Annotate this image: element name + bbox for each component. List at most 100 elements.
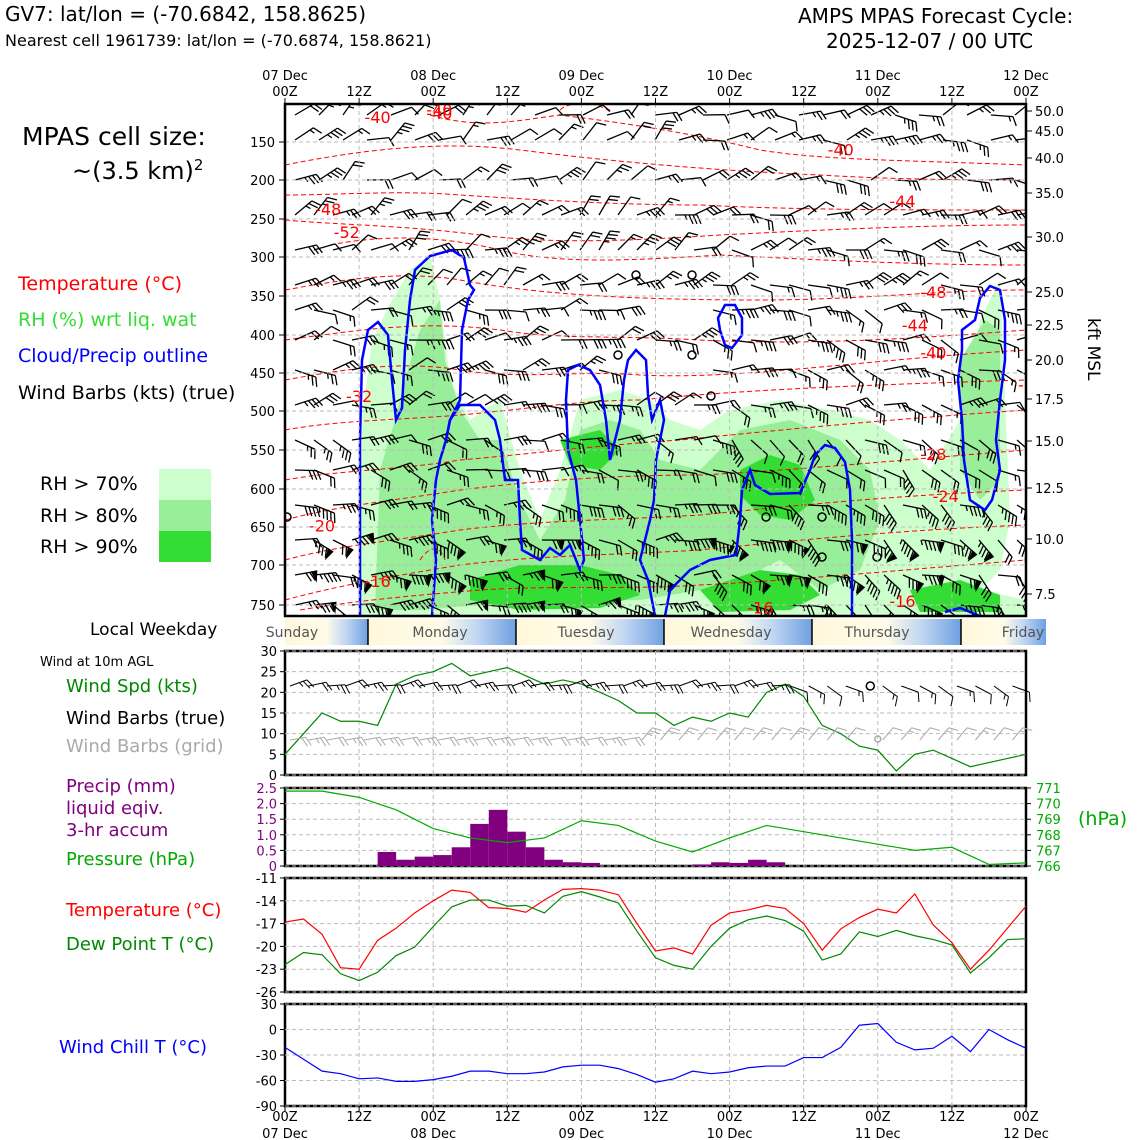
barb-feather xyxy=(700,539,707,549)
barb-feather xyxy=(726,727,736,731)
barb-feather xyxy=(708,538,715,549)
barb-feather xyxy=(521,371,526,381)
barb-half-feather xyxy=(348,106,355,109)
barb-half-feather xyxy=(603,240,610,243)
bottom-date-label: 08 Dec xyxy=(410,1127,456,1140)
barb-staff xyxy=(456,679,474,687)
barb-feather xyxy=(729,684,736,694)
barb-feather xyxy=(593,507,597,517)
barb-half-feather xyxy=(353,738,357,744)
barb-feather xyxy=(555,580,558,590)
barb-feather xyxy=(964,547,969,557)
barb-feather xyxy=(994,317,996,328)
barb-feather xyxy=(872,588,878,598)
barb-feather xyxy=(866,397,874,406)
barb-feather xyxy=(649,236,660,242)
pressure-tick-label: 150 xyxy=(250,136,275,151)
barb-feather xyxy=(940,116,945,127)
wind-barb xyxy=(978,339,1004,354)
wind-barb xyxy=(308,736,331,747)
barb-feather xyxy=(328,394,338,402)
barb-feather xyxy=(612,339,618,349)
barb-feather xyxy=(655,682,662,692)
wind-barb xyxy=(541,240,570,251)
barb-feather xyxy=(764,306,772,315)
wind-barb xyxy=(959,240,988,251)
wind-barb xyxy=(845,469,866,492)
barb-feather xyxy=(601,473,605,484)
barb-feather xyxy=(601,282,608,292)
barb-half-feather xyxy=(459,500,465,506)
barb-feather xyxy=(706,208,715,216)
barb-feather xyxy=(306,679,315,688)
wind-barb xyxy=(864,339,890,354)
barb-half-feather xyxy=(397,131,403,135)
precip-bar xyxy=(396,859,415,866)
barb-feather xyxy=(843,184,847,195)
barb-half-feather xyxy=(437,370,441,377)
barb-half-feather xyxy=(557,206,563,212)
barb-feather xyxy=(666,120,677,123)
wind-barb xyxy=(726,132,755,141)
barb-half-feather xyxy=(1031,272,1036,277)
barb-half-feather xyxy=(532,512,536,519)
barb-half-feather xyxy=(817,341,820,347)
wind-barb xyxy=(1016,332,1026,341)
barb-half-feather xyxy=(834,730,841,733)
bottom-hour-label: 00Z xyxy=(1013,1110,1039,1125)
barb-staff xyxy=(370,243,393,251)
barb-feather xyxy=(525,311,530,322)
barb-staff xyxy=(606,130,628,141)
barb-feather xyxy=(582,404,588,414)
barb-feather xyxy=(695,344,700,355)
barb-feather xyxy=(488,682,496,692)
barb-flag xyxy=(738,550,750,563)
weekday-strip: Sunday Monday Tuesday Wednesday Thursday Frid… xyxy=(266,619,1046,645)
barb-feather xyxy=(590,234,601,238)
wind-barb xyxy=(408,357,436,371)
barb-feather xyxy=(504,205,513,214)
barb-feather xyxy=(934,480,938,491)
barb-staff xyxy=(313,309,336,316)
barb-feather xyxy=(879,323,883,334)
barb-feather xyxy=(975,377,977,388)
barb-feather xyxy=(597,438,604,448)
wind-barb xyxy=(598,273,627,286)
barb-half-feather xyxy=(646,733,653,737)
barb-staff xyxy=(541,466,564,471)
barb-feather xyxy=(483,438,490,448)
barb-feather xyxy=(620,736,627,746)
barb-flag xyxy=(538,600,546,613)
wind-barb xyxy=(769,368,797,379)
barb-staff xyxy=(942,104,961,116)
barb-feather xyxy=(988,182,993,193)
wind-barb xyxy=(294,369,318,387)
barb-feather xyxy=(711,504,717,514)
barb-half-feather xyxy=(473,124,479,128)
temp-contour xyxy=(285,145,1026,181)
barb-feather xyxy=(546,736,553,746)
calm-circle xyxy=(817,512,827,522)
wind-barb xyxy=(1016,404,1026,420)
barb-half-feather xyxy=(329,276,335,282)
barb-staff xyxy=(734,679,752,687)
wind-barb xyxy=(997,401,1026,412)
calm-circle-grid xyxy=(874,735,882,743)
barb-feather xyxy=(895,277,905,284)
temp-contour-label: -40 xyxy=(920,343,946,362)
barb-staff xyxy=(750,439,768,456)
barb-feather xyxy=(605,237,616,240)
barb-feather xyxy=(573,510,576,520)
wind-barb xyxy=(826,211,855,222)
barb-feather xyxy=(580,680,589,689)
wind-barb xyxy=(845,504,866,526)
barb-feather xyxy=(368,463,377,473)
wind-barb xyxy=(734,727,755,741)
barb-half-feather xyxy=(885,578,890,585)
wind-barb xyxy=(846,127,875,141)
barb-feather xyxy=(902,272,912,280)
wind-barb xyxy=(294,173,323,185)
wind-barb xyxy=(942,104,970,116)
barb-half-feather xyxy=(897,403,901,409)
barb-feather xyxy=(767,165,778,172)
